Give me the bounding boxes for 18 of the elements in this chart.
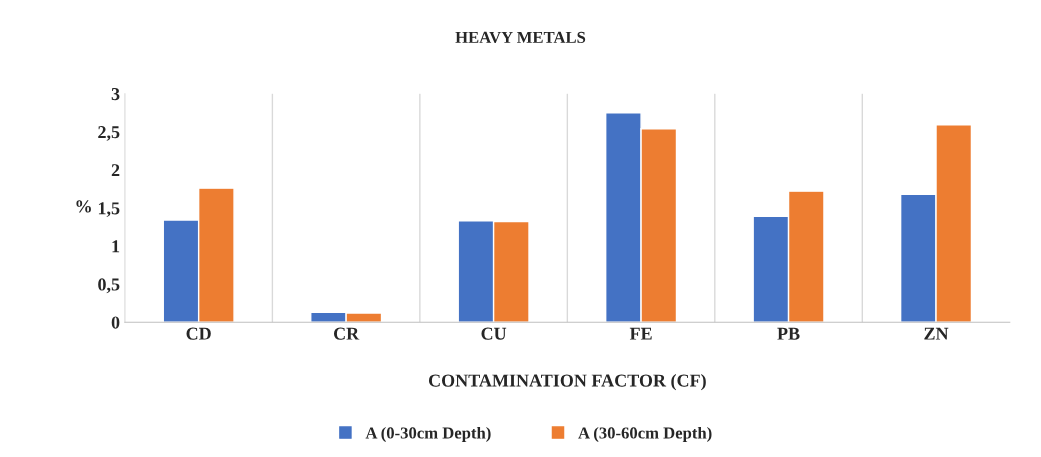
legend-label: A (30-60cm Depth) xyxy=(578,426,712,442)
y-tick-label: 3 xyxy=(111,87,120,101)
chart-title: HEAVY METALS xyxy=(455,31,586,44)
x-tick-label: PB xyxy=(777,327,800,340)
x-tick-label: CD xyxy=(186,327,211,340)
y-tick-label: 2 xyxy=(111,164,120,177)
legend-label: A (0-30cm Depth) xyxy=(365,426,491,442)
y-tick-label: 1 xyxy=(112,240,120,253)
x-tick-label: CU xyxy=(481,327,507,340)
y-tick-label: 1,5 xyxy=(98,202,120,217)
y-tick-label: 0,5 xyxy=(98,278,120,294)
x-tick-label: FE xyxy=(629,327,652,340)
y-tick-label: 0 xyxy=(111,316,120,329)
y-axis-title: % xyxy=(76,200,91,213)
y-tick-label: 2,5 xyxy=(98,126,120,141)
x-tick-label: ZN xyxy=(924,327,949,340)
x-axis-title: CONTAMINATION FACTOR (CF) xyxy=(428,373,706,391)
x-tick-label: CR xyxy=(333,327,360,340)
